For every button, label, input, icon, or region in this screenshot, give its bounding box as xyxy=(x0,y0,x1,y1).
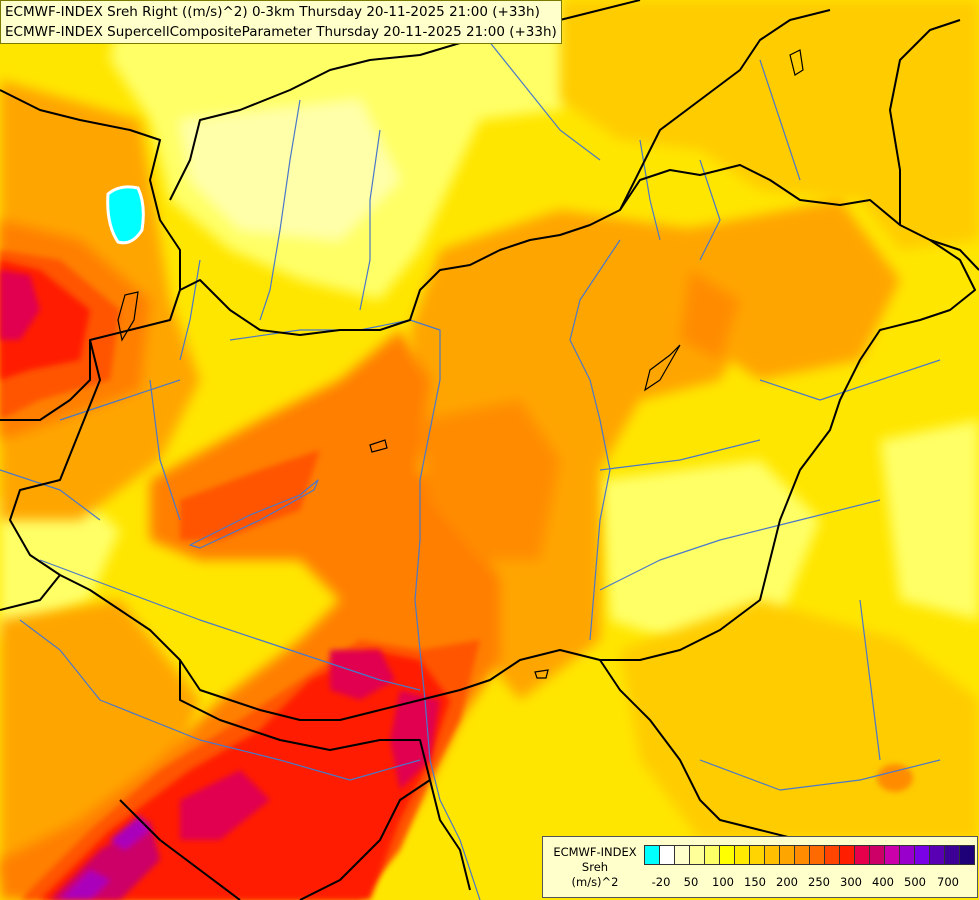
legend-swatch xyxy=(824,845,840,865)
legend-swatch xyxy=(749,845,765,865)
legend-swatch xyxy=(794,845,810,865)
rivers xyxy=(0,29,941,900)
legend-label: 250 xyxy=(808,875,830,889)
legend-swatch xyxy=(914,845,930,865)
river-morava xyxy=(179,259,201,361)
field-cyan-spot xyxy=(106,185,145,245)
field-purple-sw xyxy=(60,870,110,900)
field-light-se xyxy=(880,420,979,620)
legend-swatch xyxy=(674,845,690,865)
title-line-1: ECMWF-INDEX Sreh Right ((m/s)^2) 0-3km T… xyxy=(5,4,540,20)
river-bodrog xyxy=(699,159,721,261)
river-mures xyxy=(599,499,881,591)
legend-label: -20 xyxy=(651,875,671,889)
legend-title-unit: (m/s)^2 xyxy=(571,875,619,889)
field-crimson-south-3 xyxy=(180,770,270,840)
field-darkorange-center xyxy=(420,400,560,560)
legend-swatch xyxy=(854,845,870,865)
river-olt xyxy=(859,599,881,761)
legend-swatch xyxy=(929,845,945,865)
legend-swatch xyxy=(764,845,780,865)
legend-swatch xyxy=(839,845,855,865)
legend-swatch xyxy=(734,845,750,865)
legend-label: 100 xyxy=(712,875,734,889)
lakes xyxy=(117,49,804,679)
title-line-2: ECMWF-INDEX SupercellCompositeParameter … xyxy=(5,24,557,40)
river-danube xyxy=(229,319,481,900)
legend-swatch xyxy=(719,845,735,865)
legend-swatch xyxy=(809,845,825,865)
field-crimson-south-1 xyxy=(330,650,395,700)
border-bosnia-sw xyxy=(119,799,241,900)
river-west-2 xyxy=(19,619,101,701)
field-pale-north xyxy=(180,100,400,240)
border-romania-north xyxy=(929,239,979,271)
legend-swatches xyxy=(644,845,975,865)
river-hernad xyxy=(639,139,661,241)
lake-small-se xyxy=(534,669,549,679)
field-orange-south xyxy=(0,600,200,880)
river-tisza xyxy=(569,239,621,641)
legend-title: ECMWF-INDEX Sreh (m/s)^2 xyxy=(547,845,643,890)
legend-label: 150 xyxy=(744,875,766,889)
field-mid-ne xyxy=(560,0,979,250)
field-darkorange-ne xyxy=(680,270,740,360)
river-danube-east xyxy=(699,759,941,791)
legend-title-source: ECMWF-INDEX xyxy=(553,845,637,859)
river-hron xyxy=(359,129,381,311)
legend-swatch xyxy=(899,845,915,865)
border-croatia-south xyxy=(0,574,61,611)
legend-label: 50 xyxy=(683,875,699,889)
field-orange-spot-se xyxy=(877,764,913,792)
lake-velence xyxy=(369,439,388,453)
lake-ne xyxy=(789,49,804,76)
legend-swatch xyxy=(644,845,660,865)
map-title-box: ECMWF-INDEX Sreh Right ((m/s)^2) 0-3km T… xyxy=(0,0,562,44)
legend-swatch xyxy=(884,845,900,865)
river-ne xyxy=(759,59,801,181)
field-crimson-west xyxy=(0,270,40,340)
river-drava xyxy=(39,559,421,691)
border-ukraine xyxy=(889,19,961,225)
border-slovenia xyxy=(0,340,91,421)
legend-swatch xyxy=(959,845,975,865)
border-croatia-bosnia xyxy=(179,660,471,891)
border-slovakia-east xyxy=(619,9,831,211)
legend-swatch xyxy=(689,845,705,865)
legend-label: 700 xyxy=(937,875,959,889)
river-sava xyxy=(99,699,421,781)
border-austria-czech xyxy=(0,89,181,290)
border-serbia-south xyxy=(299,779,431,900)
legend-swatch xyxy=(659,845,675,865)
legend-label: 200 xyxy=(776,875,798,889)
legend-label: 300 xyxy=(840,875,862,889)
legend-labels: -20 50 100 150 200 250 300 400 500 700 xyxy=(643,875,973,891)
color-legend: ECMWF-INDEX Sreh (m/s)^2 -20 50 100 150 200 2… xyxy=(542,836,978,898)
field-redorange-lake xyxy=(180,450,320,540)
field-purple-s xyxy=(110,815,150,850)
river-west-1 xyxy=(0,469,101,521)
legend-swatch xyxy=(869,845,885,865)
legend-title-variable: Sreh xyxy=(581,860,609,874)
river-raba xyxy=(59,379,181,421)
river-north xyxy=(479,29,601,161)
legend-label: 500 xyxy=(904,875,926,889)
river-zala xyxy=(149,379,181,521)
field-orange-east xyxy=(680,200,900,380)
lake-neusiedl xyxy=(117,291,139,342)
legend-swatch xyxy=(779,845,795,865)
border-hungary xyxy=(9,164,976,721)
legend-label: 400 xyxy=(872,875,894,889)
legend-swatch xyxy=(944,845,960,865)
river-lake-balaton xyxy=(189,479,319,549)
river-vah xyxy=(259,99,301,321)
river-koros xyxy=(599,439,761,471)
lake-reservoir xyxy=(644,344,681,392)
border-serbia-romania xyxy=(599,659,801,841)
river-somes xyxy=(759,359,941,401)
legend-swatch xyxy=(704,845,720,865)
